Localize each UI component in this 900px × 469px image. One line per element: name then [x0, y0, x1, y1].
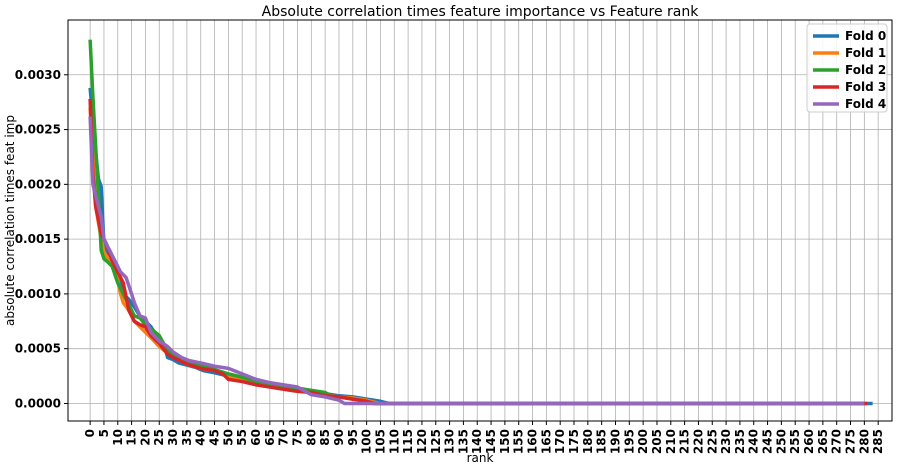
x-tick-label: 190 [608, 429, 622, 454]
x-tick-label: 45 [208, 429, 222, 446]
x-tick-label: 60 [249, 429, 263, 446]
x-tick-label: 50 [221, 429, 235, 446]
x-tick-label: 115 [401, 429, 415, 454]
x-tick-label: 160 [526, 429, 540, 454]
x-tick-label: 200 [636, 429, 650, 454]
grid-lines [68, 20, 892, 421]
x-tick-label: 75 [291, 429, 305, 446]
chart-title: Absolute correlation times feature impor… [262, 4, 700, 20]
legend-label: Fold 4 [845, 97, 886, 111]
x-tick-label: 245 [761, 429, 775, 454]
x-tick-label: 255 [788, 429, 802, 454]
x-tick-label: 130 [443, 429, 457, 454]
y-tick-label: 0.0010 [15, 287, 61, 301]
x-tick-label: 55 [235, 429, 249, 446]
x-tick-label: 10 [111, 429, 125, 446]
y-axis-ticks: 0.0000 0.0005 0.0010 0.0015 0.0020 0.0025 0.00… [15, 68, 68, 410]
plot-frame [67, 19, 893, 422]
x-tick-label: 175 [567, 429, 581, 454]
x-tick-label: 240 [747, 429, 761, 454]
x-tick-label: 180 [581, 429, 595, 454]
x-tick-label: 155 [512, 429, 526, 454]
y-tick-label: 0.0030 [15, 68, 61, 82]
x-tick-label: 285 [871, 429, 885, 454]
x-tick-label: 110 [387, 429, 401, 454]
x-tick-label: 250 [774, 429, 788, 454]
x-tick-label: 275 [844, 429, 858, 454]
x-tick-label: 205 [650, 429, 664, 454]
x-tick-label: 30 [166, 429, 180, 446]
series-line-fold-0 [88, 87, 873, 406]
x-tick-label: 95 [346, 429, 360, 446]
x-tick-label: 90 [332, 429, 346, 446]
x-tick-label: 185 [595, 429, 609, 454]
legend-box [806, 23, 888, 113]
x-tick-label: 270 [830, 429, 844, 454]
x-tick-label: 210 [664, 429, 678, 454]
x-tick-label: 220 [691, 429, 705, 454]
x-tick-label: 135 [456, 429, 470, 454]
x-tick-label: 15 [125, 429, 139, 446]
x-tick-label: 40 [194, 429, 208, 446]
y-tick-label: 0.0020 [15, 177, 61, 191]
x-axis-ticks: 0 5 10 15 20 25 30 35 40 45 50 55 60 65 70 75 80 85 90 95 10… [83, 421, 885, 454]
x-tick-label: 105 [373, 429, 387, 454]
x-tick-label: 150 [498, 429, 512, 454]
y-axis-label: absolute correlation times feat imp [3, 115, 17, 326]
x-tick-label: 80 [304, 429, 318, 446]
legend-label: Fold 1 [845, 46, 886, 60]
x-tick-label: 230 [719, 429, 733, 454]
x-axis-label: rank [467, 451, 494, 465]
x-tick-label: 65 [263, 429, 277, 446]
x-tick-label: 215 [678, 429, 692, 454]
x-tick-label: 85 [318, 429, 332, 446]
x-tick-label: 145 [484, 429, 498, 454]
legend: Fold 0 Fold 1 Fold 2 Fold 3 Fold 4 [806, 23, 888, 113]
x-tick-label: 125 [429, 429, 443, 454]
x-tick-label: 235 [733, 429, 747, 454]
x-tick-label: 100 [360, 429, 374, 454]
x-tick-label: 0 [83, 429, 97, 437]
x-tick-label: 20 [138, 429, 152, 446]
x-tick-label: 260 [802, 429, 816, 454]
x-tick-label: 165 [539, 429, 553, 454]
y-tick-label: 0.0015 [15, 232, 61, 246]
series-line-fold-4 [88, 116, 865, 406]
x-tick-label: 120 [415, 429, 429, 454]
x-tick-label: 265 [816, 429, 830, 454]
x-tick-label: 280 [857, 429, 871, 454]
x-tick-label: 70 [277, 429, 291, 446]
x-tick-label: 140 [470, 429, 484, 454]
y-tick-label: 0.0005 [15, 342, 61, 356]
y-tick-label: 0.0025 [15, 123, 61, 137]
y-tick-label: 0.0000 [15, 396, 61, 410]
legend-label: Fold 3 [845, 80, 886, 94]
legend-label: Fold 2 [845, 63, 886, 77]
x-tick-label: 25 [152, 429, 166, 446]
x-tick-label: 195 [622, 429, 636, 454]
x-tick-label: 225 [705, 429, 719, 454]
legend-label: Fold 0 [845, 29, 886, 43]
x-tick-label: 170 [553, 429, 567, 454]
x-tick-label: 35 [180, 429, 194, 446]
series-line-fold-3 [88, 98, 868, 406]
series-lines [88, 39, 873, 406]
x-tick-label: 5 [97, 429, 111, 437]
